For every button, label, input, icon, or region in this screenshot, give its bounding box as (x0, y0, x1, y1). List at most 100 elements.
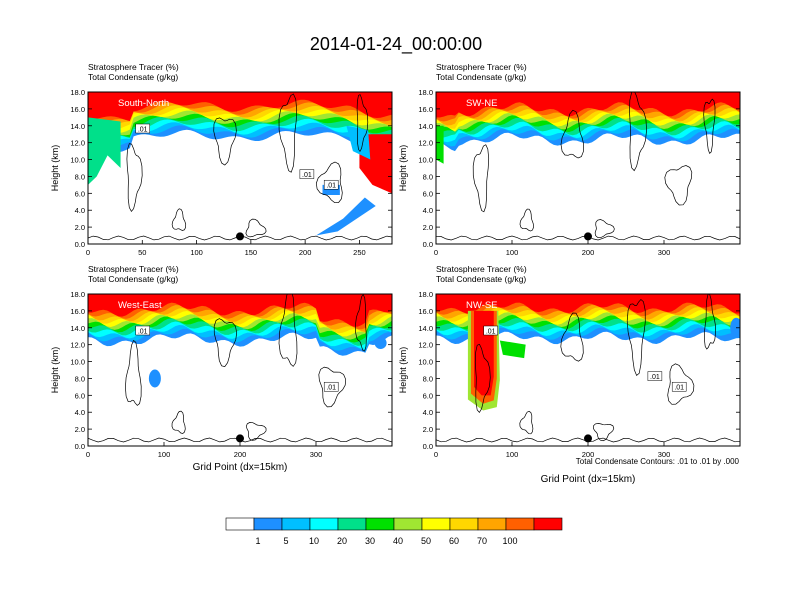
contour-line (519, 410, 534, 435)
contour-line (318, 366, 347, 408)
svg-text:.01: .01 (486, 329, 496, 336)
contour-line (125, 339, 142, 406)
location-marker (236, 232, 244, 241)
y-tick-label: 0.0 (423, 442, 433, 451)
colorbar-swatch (281, 517, 311, 531)
figure-title: 2014-01-24_00:00:00 (310, 34, 482, 55)
y-axis-label: Height (km) (50, 347, 60, 394)
contour-line (560, 109, 584, 159)
contour-line (213, 318, 238, 367)
y-tick-label: 16.0 (70, 307, 85, 316)
svg-text:.01: .01 (138, 329, 148, 336)
contour-line (356, 94, 369, 153)
colorbar-label: 70 (477, 536, 487, 546)
tracer-band (436, 92, 740, 118)
x-tick-label: 0 (86, 450, 90, 459)
y-tick-label: 2.0 (423, 223, 433, 232)
y-tick-label: 4.0 (423, 206, 433, 215)
tracer-patch (148, 369, 161, 388)
y-axis-label: Height (km) (50, 145, 60, 192)
y-tick-label: 8.0 (75, 374, 85, 383)
panel-header-condensate: Total Condensate (g/kg) (88, 72, 178, 82)
y-tick-label: 10.0 (70, 358, 85, 367)
tracer-patch (436, 125, 444, 164)
y-axis-label: Height (km) (398, 347, 408, 394)
y-tick-label: 12.0 (70, 139, 85, 148)
colorbar-label: 40 (393, 536, 403, 546)
x-tick-label: 300 (658, 248, 671, 257)
panel-header-condensate: Total Condensate (g/kg) (88, 274, 178, 284)
tracer-band (88, 294, 392, 327)
y-tick-label: 2.0 (75, 223, 85, 232)
contour-line (126, 143, 143, 213)
colorbar-label: 60 (449, 536, 459, 546)
contour-line (519, 208, 534, 232)
x-tick-label: 0 (434, 450, 438, 459)
location-marker (584, 434, 592, 443)
x-tick-label: 300 (658, 450, 671, 459)
contour-line (560, 312, 584, 362)
y-tick-label: 8.0 (75, 172, 85, 181)
contour-label: .01 (647, 371, 663, 381)
colorbar-label: 100 (502, 536, 517, 546)
y-tick-label: 12.0 (418, 139, 433, 148)
y-tick-label: 14.0 (70, 324, 85, 333)
x-axis-label: Grid Point (dx=15km) (541, 474, 636, 485)
contour-line (171, 208, 187, 231)
contour-line (245, 422, 267, 441)
colorbar-swatch (505, 517, 535, 531)
contour-line (664, 165, 693, 206)
contour-label: .01 (135, 325, 150, 336)
panel-label: SW-NE (466, 98, 498, 109)
y-tick-label: 18.0 (70, 290, 85, 299)
y-tick-label: 4.0 (75, 206, 85, 215)
colorbar: 1 5 10 20 30 40 50 60 70 100 (225, 517, 563, 546)
y-tick-label: 10.0 (418, 156, 433, 165)
y-tick-label: 18.0 (70, 88, 85, 97)
contour-line (629, 92, 647, 172)
tracer-intrusion (474, 310, 494, 396)
y-tick-label: 10.0 (70, 156, 85, 165)
x-tick-label: 50 (138, 248, 146, 257)
colorbar-label: 20 (337, 536, 347, 546)
y-tick-label: 16.0 (418, 105, 433, 114)
contour-line (315, 161, 343, 204)
y-tick-label: 0.0 (75, 442, 85, 451)
colorbar-swatch (533, 517, 563, 531)
colorbar-swatch (477, 517, 507, 531)
contour-line (594, 219, 615, 239)
colorbar-label: 30 (365, 536, 375, 546)
y-tick-label: 0.0 (75, 240, 85, 249)
y-tick-label: 4.0 (423, 408, 433, 417)
y-tick-label: 0.0 (423, 240, 433, 249)
y-tick-label: 14.0 (418, 324, 433, 333)
panel-label: NW-SE (466, 300, 498, 311)
contour-line (593, 423, 615, 442)
x-tick-label: 300 (310, 450, 323, 459)
y-tick-label: 12.0 (418, 341, 433, 350)
contour-label: .01 (323, 179, 339, 190)
contour-line (667, 363, 695, 405)
y-tick-label: 2.0 (423, 425, 433, 434)
colorbar-swatch (421, 517, 451, 531)
tracer-band (88, 92, 392, 122)
condensate-contours (436, 294, 740, 443)
contour-line (278, 294, 298, 367)
contour-line (703, 98, 716, 155)
panel-header-tracer: Stratosphere Tracer (%) (88, 264, 179, 274)
colorbar-label: 10 (309, 536, 319, 546)
location-marker (584, 232, 592, 241)
y-tick-label: 16.0 (418, 307, 433, 316)
colorbar-swatch (337, 517, 367, 531)
y-tick-label: 6.0 (75, 391, 85, 400)
contour-line (474, 343, 491, 413)
panels-group: .01 .01 .01 0.0 2.0 4.0 6.0 8.0 10.0 12.0 14.0 16.0… (50, 62, 741, 485)
contour-line (355, 294, 367, 352)
y-tick-label: 2.0 (75, 425, 85, 434)
y-tick-label: 8.0 (423, 374, 433, 383)
tracer-patch (316, 197, 376, 236)
tracer-patch (499, 340, 526, 359)
condensate-contours (88, 93, 392, 241)
contour-label: .01 (299, 169, 315, 179)
